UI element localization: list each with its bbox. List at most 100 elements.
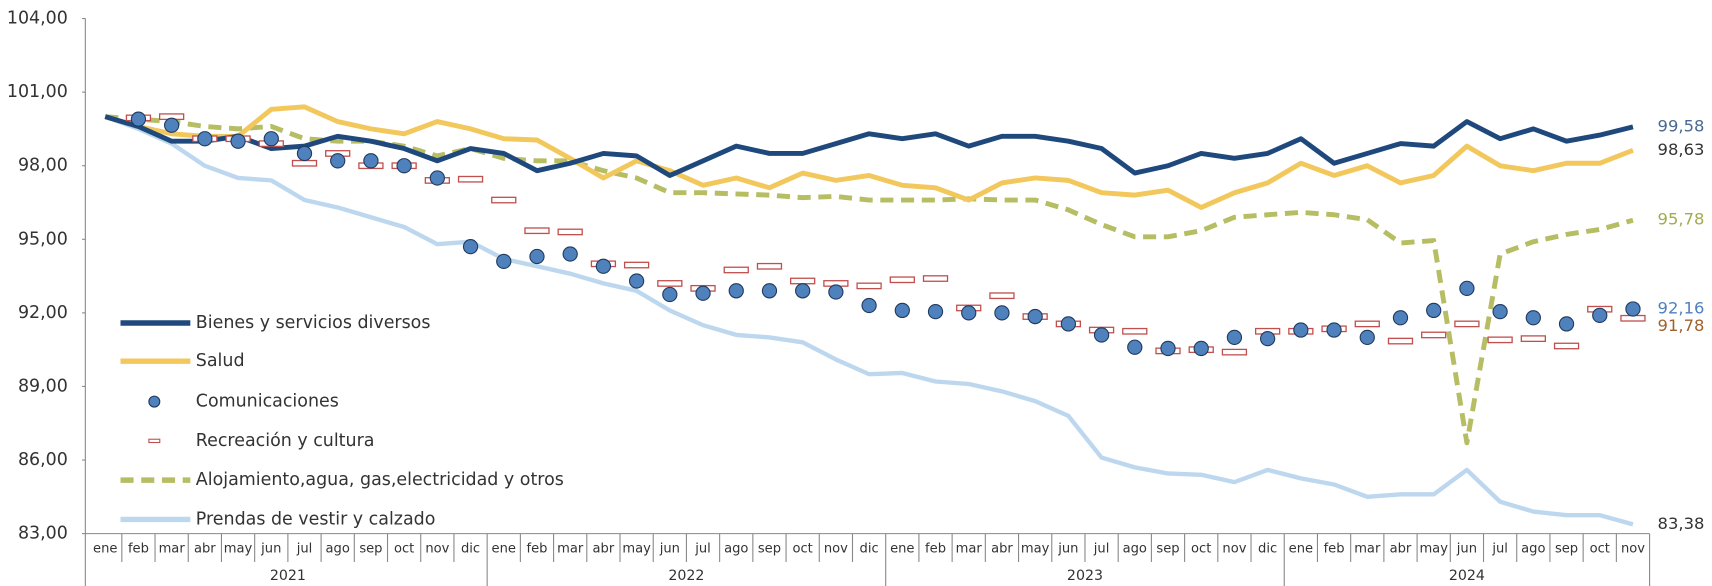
x-tick-label: nov: [824, 541, 848, 556]
data-point: [1226, 329, 1243, 346]
x-tick-label: may: [1021, 541, 1050, 556]
legend-swatch: [148, 438, 161, 444]
data-point: [628, 273, 645, 289]
data-point: [130, 111, 147, 127]
data-point: [657, 280, 683, 287]
series-line: [104, 114, 1634, 178]
x-tick-label: ene: [492, 541, 516, 556]
data-point: [922, 275, 949, 282]
x-tick-label: feb: [526, 541, 547, 556]
x-tick-label: sep: [1156, 541, 1179, 556]
data-point: [1625, 301, 1641, 317]
x-tick-label: abr: [991, 541, 1013, 556]
x-tick-label: may: [224, 541, 253, 556]
data-point: [894, 302, 910, 319]
data-point: [723, 266, 749, 274]
data-point: [1027, 308, 1043, 325]
legend-label: Bienes y servicios diversos: [196, 313, 431, 333]
x-tick-label: dic: [1258, 541, 1277, 556]
data-point: [1426, 302, 1442, 319]
data-label: 83,38: [1658, 514, 1705, 533]
x-tick-label: jul: [1491, 541, 1508, 556]
data-point: [756, 262, 783, 270]
x-tick-label: nov: [1621, 541, 1645, 556]
data-label: 95,78: [1658, 210, 1705, 229]
data-point: [291, 159, 318, 167]
data-point: [790, 277, 816, 285]
data-point: [1492, 304, 1508, 320]
x-tick-label: ene: [93, 541, 117, 556]
x-tick-label: mar: [159, 541, 186, 556]
year-label: 2024: [1449, 568, 1485, 584]
data-point: [989, 292, 1015, 300]
x-tick-label: mar: [1354, 541, 1381, 556]
x-tick-label: oct: [1590, 541, 1610, 556]
data-point: [828, 284, 844, 300]
x-tick-label: jul: [1093, 541, 1110, 556]
data-point: [1421, 331, 1447, 339]
data-point: [695, 285, 711, 301]
data-point: [1520, 335, 1546, 343]
data-point: [994, 305, 1010, 321]
x-tick-label: abr: [1390, 541, 1412, 556]
x-tick-label: ene: [1289, 541, 1313, 556]
data-point: [1060, 316, 1077, 332]
data-point: [795, 283, 811, 299]
data-point: [524, 227, 550, 235]
x-tick-label: feb: [1324, 541, 1345, 556]
y-tick-label: 104,00: [7, 9, 68, 29]
data-label: 98,63: [1658, 140, 1705, 159]
x-tick-label: oct: [793, 541, 813, 556]
x-tick-label: oct: [1191, 541, 1211, 556]
x-tick-label: sep: [1555, 541, 1578, 556]
data-point: [662, 286, 678, 303]
y-tick-label: 95,00: [18, 229, 68, 249]
data-point: [164, 117, 180, 133]
data-point: [595, 258, 612, 274]
data-point: [1093, 327, 1110, 343]
data-point: [1221, 348, 1248, 356]
data-point: [330, 153, 346, 169]
x-tick-label: abr: [593, 541, 615, 556]
data-point: [562, 246, 578, 262]
x-tick-label: dic: [461, 541, 480, 556]
data-point: [462, 239, 479, 255]
x-tick-label: ago: [1123, 541, 1147, 556]
data-point: [1392, 310, 1409, 326]
data-point: [1127, 339, 1143, 355]
year-label: 2021: [270, 568, 306, 584]
x-tick-label: ago: [1521, 541, 1545, 556]
x-tick-label: dic: [860, 541, 879, 556]
year-label: 2022: [668, 568, 704, 584]
x-tick-label: sep: [359, 541, 382, 556]
data-point: [457, 175, 484, 183]
data-point: [856, 282, 882, 290]
data-point: [1354, 320, 1380, 328]
x-tick-label: ago: [724, 541, 748, 556]
x-tick-label: abr: [194, 541, 216, 556]
legend-label: Alojamiento,agua, gas,electricidad y otr…: [196, 470, 564, 490]
data-point: [1387, 337, 1414, 345]
data-point: [1525, 310, 1541, 326]
data-point: [1592, 307, 1608, 323]
data-point: [1160, 340, 1176, 357]
data-point: [1459, 280, 1475, 296]
data-point: [396, 158, 412, 174]
y-tick-label: 83,00: [18, 524, 68, 544]
data-point: [927, 304, 944, 320]
data-point: [1293, 322, 1309, 338]
data-point: [1359, 329, 1375, 346]
x-tick-label: feb: [925, 541, 946, 556]
data-point: [363, 153, 379, 169]
x-tick-label: jun: [260, 541, 281, 556]
x-tick-label: may: [1419, 541, 1448, 556]
x-tick-label: feb: [128, 541, 149, 556]
data-point: [761, 283, 778, 299]
data-point: [623, 261, 650, 269]
data-point: [861, 297, 877, 314]
x-tick-label: may: [622, 541, 651, 556]
x-tick-label: oct: [394, 541, 414, 556]
x-tick-label: jun: [659, 541, 680, 556]
y-tick-label: 89,00: [18, 376, 68, 396]
